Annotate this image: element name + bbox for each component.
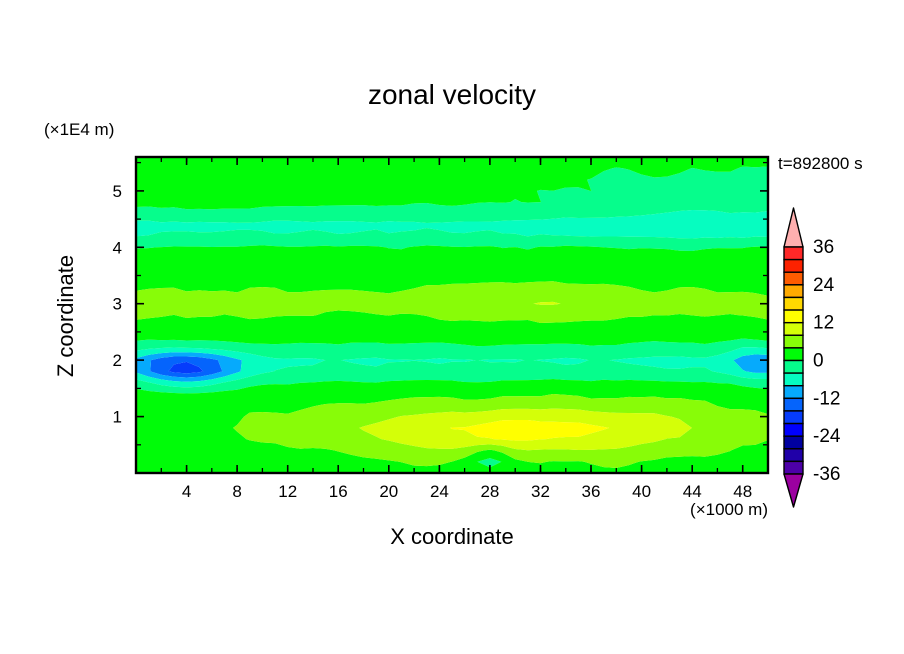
svg-text:48: 48	[733, 482, 752, 501]
svg-text:28: 28	[480, 482, 499, 501]
svg-text:t=892800 s: t=892800 s	[778, 154, 863, 173]
svg-text:20: 20	[379, 482, 398, 501]
svg-text:-12: -12	[813, 388, 840, 409]
svg-text:zonal velocity: zonal velocity	[368, 79, 536, 110]
svg-text:-36: -36	[813, 464, 840, 485]
svg-text:4: 4	[182, 482, 191, 501]
svg-text:(×1E4 m): (×1E4 m)	[44, 120, 114, 139]
svg-text:5: 5	[113, 182, 122, 201]
svg-text:24: 24	[813, 275, 835, 296]
svg-text:0: 0	[813, 351, 824, 372]
svg-text:1: 1	[113, 408, 122, 427]
svg-text:2: 2	[113, 351, 122, 370]
svg-text:32: 32	[531, 482, 550, 501]
svg-text:4: 4	[113, 238, 122, 257]
svg-text:Z coordinate: Z coordinate	[53, 255, 78, 377]
svg-text:44: 44	[683, 482, 702, 501]
svg-text:24: 24	[430, 482, 449, 501]
svg-text:12: 12	[813, 313, 834, 334]
svg-text:36: 36	[813, 237, 834, 258]
svg-text:-24: -24	[813, 426, 841, 447]
svg-text:X coordinate: X coordinate	[390, 524, 514, 549]
svg-text:8: 8	[232, 482, 241, 501]
svg-text:16: 16	[329, 482, 348, 501]
svg-text:(×1000 m): (×1000 m)	[690, 500, 768, 519]
svg-text:40: 40	[632, 482, 651, 501]
svg-text:12: 12	[278, 482, 297, 501]
svg-text:36: 36	[582, 482, 601, 501]
svg-text:3: 3	[113, 295, 122, 314]
